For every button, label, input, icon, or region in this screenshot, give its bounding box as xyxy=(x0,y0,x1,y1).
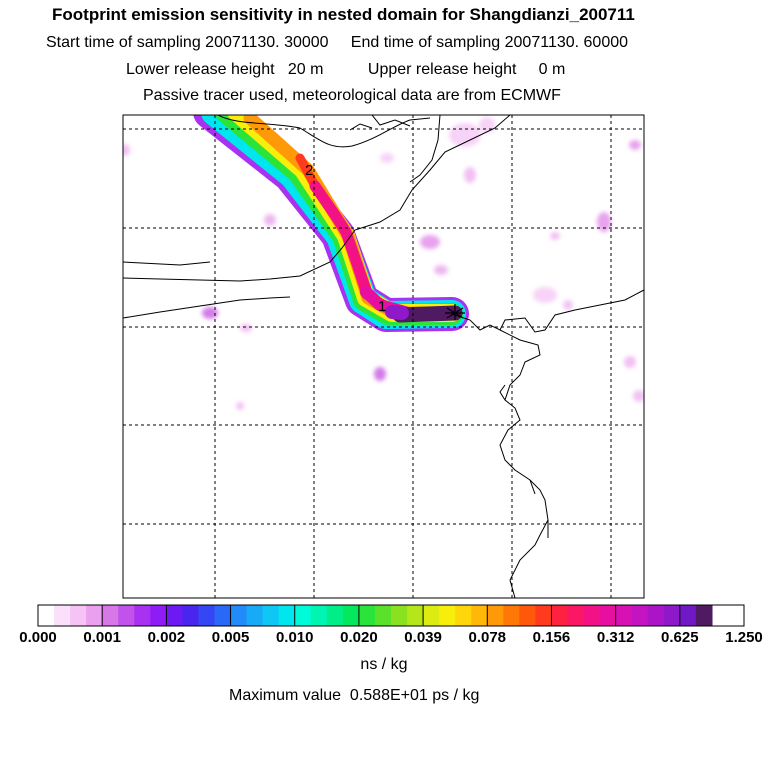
colorbar-tick-label: 0.020 xyxy=(340,629,378,646)
lat-lon-grid xyxy=(123,115,644,598)
coastlines xyxy=(123,115,644,598)
colorbar-tick-label: 0.312 xyxy=(596,629,635,646)
map-title: Footprint emission sensitivity in nested… xyxy=(52,5,635,24)
colorbar-tick-label: 0.010 xyxy=(275,629,314,646)
low-sensitivity-patches xyxy=(123,117,644,410)
colorbar-unit: ns / kg xyxy=(360,656,408,673)
colorbar-cell xyxy=(150,605,167,626)
colorbar-cell xyxy=(134,605,151,626)
release-height-line: Lower release height 20 m Upper release … xyxy=(126,61,566,78)
colorbar-tick-label: 0.625 xyxy=(661,629,699,646)
colorbar-cell xyxy=(102,605,119,626)
colorbar-tick-label: 0.002 xyxy=(147,629,186,646)
colorbar-cell xyxy=(54,605,71,626)
receptor-marker xyxy=(445,304,465,320)
colorbar-cell xyxy=(374,605,392,626)
colorbar-cell xyxy=(182,605,200,626)
map-content xyxy=(123,115,644,598)
point-label-2: 2 xyxy=(305,162,313,179)
colorbar-tick-label: 0.039 xyxy=(404,629,442,646)
colorbar-frame xyxy=(37,604,745,627)
colorbar-cell xyxy=(647,605,665,626)
colorbar-cell xyxy=(310,605,328,626)
colorbar-cell xyxy=(278,605,296,626)
colorbar-cell xyxy=(519,605,537,626)
colorbar-cell xyxy=(230,605,248,626)
colorbar-tick-label: 0.156 xyxy=(532,629,571,646)
colorbar-cell xyxy=(679,605,697,626)
colorbar-cell xyxy=(166,605,184,626)
colorbar-cell xyxy=(631,605,649,626)
colorbar-cell xyxy=(70,605,87,626)
colorbar-cell xyxy=(358,605,376,626)
point-label-1: 1 xyxy=(378,298,386,315)
tracer-info-line: Passive tracer used, meteorological data… xyxy=(143,87,561,104)
colorbar-cell xyxy=(663,605,681,626)
colorbar-cells xyxy=(38,605,713,626)
maximum-value-text: Maximum value 0.588E+01 ps / kg xyxy=(229,687,480,704)
colorbar-cell xyxy=(391,605,408,626)
colorbar-cell xyxy=(118,605,135,626)
colorbar-cell xyxy=(471,605,488,626)
colorbar-cell xyxy=(86,605,103,626)
colorbar-cell xyxy=(615,605,633,626)
colorbar-cell xyxy=(342,605,360,626)
colorbar-cell xyxy=(455,605,472,626)
colorbar-cell xyxy=(262,605,280,626)
colorbar-cell xyxy=(294,605,312,626)
colorbar-cell xyxy=(535,605,553,626)
colorbar-cell xyxy=(38,605,55,626)
colorbar-cell xyxy=(407,605,424,626)
colorbar-tick-label: 0.001 xyxy=(83,629,121,646)
map-frame xyxy=(122,114,645,599)
colorbar-cell xyxy=(551,605,569,626)
colorbar-tick-label: 0.078 xyxy=(468,629,507,646)
colorbar-cell xyxy=(198,605,216,626)
sampling-time-line: Start time of sampling 20071130. 30000 E… xyxy=(46,34,629,51)
colorbar-cell xyxy=(695,605,713,626)
colorbar-cell xyxy=(599,605,617,626)
emission-plume xyxy=(193,115,469,332)
colorbar-cell xyxy=(567,605,585,626)
colorbar-cell xyxy=(326,605,344,626)
colorbar-cell xyxy=(503,605,520,626)
colorbar-tick-label: 0.005 xyxy=(211,629,250,646)
colorbar-cell xyxy=(423,605,440,626)
colorbar-tick-label: 1.250 xyxy=(725,629,763,646)
colorbar-tick-label: 0.000 xyxy=(19,629,57,646)
colorbar-cell xyxy=(246,605,264,626)
colorbar-cell xyxy=(487,605,504,626)
colorbar-cell xyxy=(439,605,456,626)
colorbar-cell xyxy=(583,605,601,626)
colorbar-cell xyxy=(214,605,232,626)
